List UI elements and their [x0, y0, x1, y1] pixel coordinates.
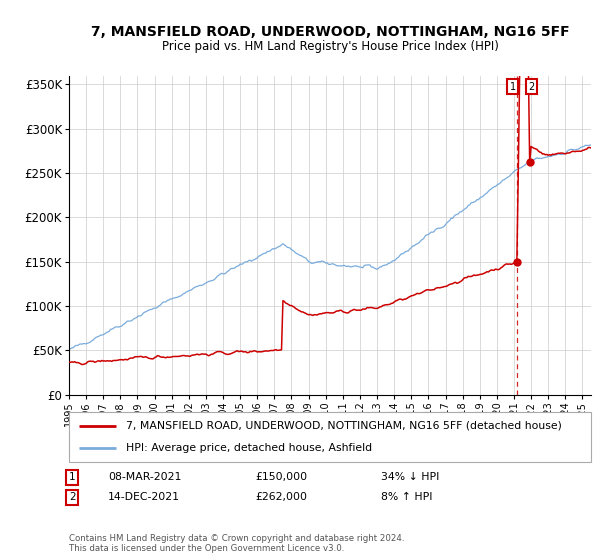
Text: 2: 2	[69, 492, 76, 502]
Text: 34% ↓ HPI: 34% ↓ HPI	[381, 472, 439, 482]
Text: 1: 1	[510, 82, 516, 92]
Text: 8% ↑ HPI: 8% ↑ HPI	[381, 492, 433, 502]
Text: Contains HM Land Registry data © Crown copyright and database right 2024.
This d: Contains HM Land Registry data © Crown c…	[69, 534, 404, 553]
Text: £262,000: £262,000	[255, 492, 307, 502]
Text: Price paid vs. HM Land Registry's House Price Index (HPI): Price paid vs. HM Land Registry's House …	[161, 40, 499, 53]
Text: 08-MAR-2021: 08-MAR-2021	[108, 472, 181, 482]
Text: 2: 2	[529, 82, 535, 92]
Text: 1: 1	[69, 472, 76, 482]
Text: 14-DEC-2021: 14-DEC-2021	[108, 492, 180, 502]
FancyBboxPatch shape	[69, 412, 591, 462]
Text: 7, MANSFIELD ROAD, UNDERWOOD, NOTTINGHAM, NG16 5FF (detached house): 7, MANSFIELD ROAD, UNDERWOOD, NOTTINGHAM…	[127, 421, 562, 431]
Text: HPI: Average price, detached house, Ashfield: HPI: Average price, detached house, Ashf…	[127, 443, 373, 453]
Text: 7, MANSFIELD ROAD, UNDERWOOD, NOTTINGHAM, NG16 5FF: 7, MANSFIELD ROAD, UNDERWOOD, NOTTINGHAM…	[91, 25, 569, 39]
Text: £150,000: £150,000	[255, 472, 307, 482]
